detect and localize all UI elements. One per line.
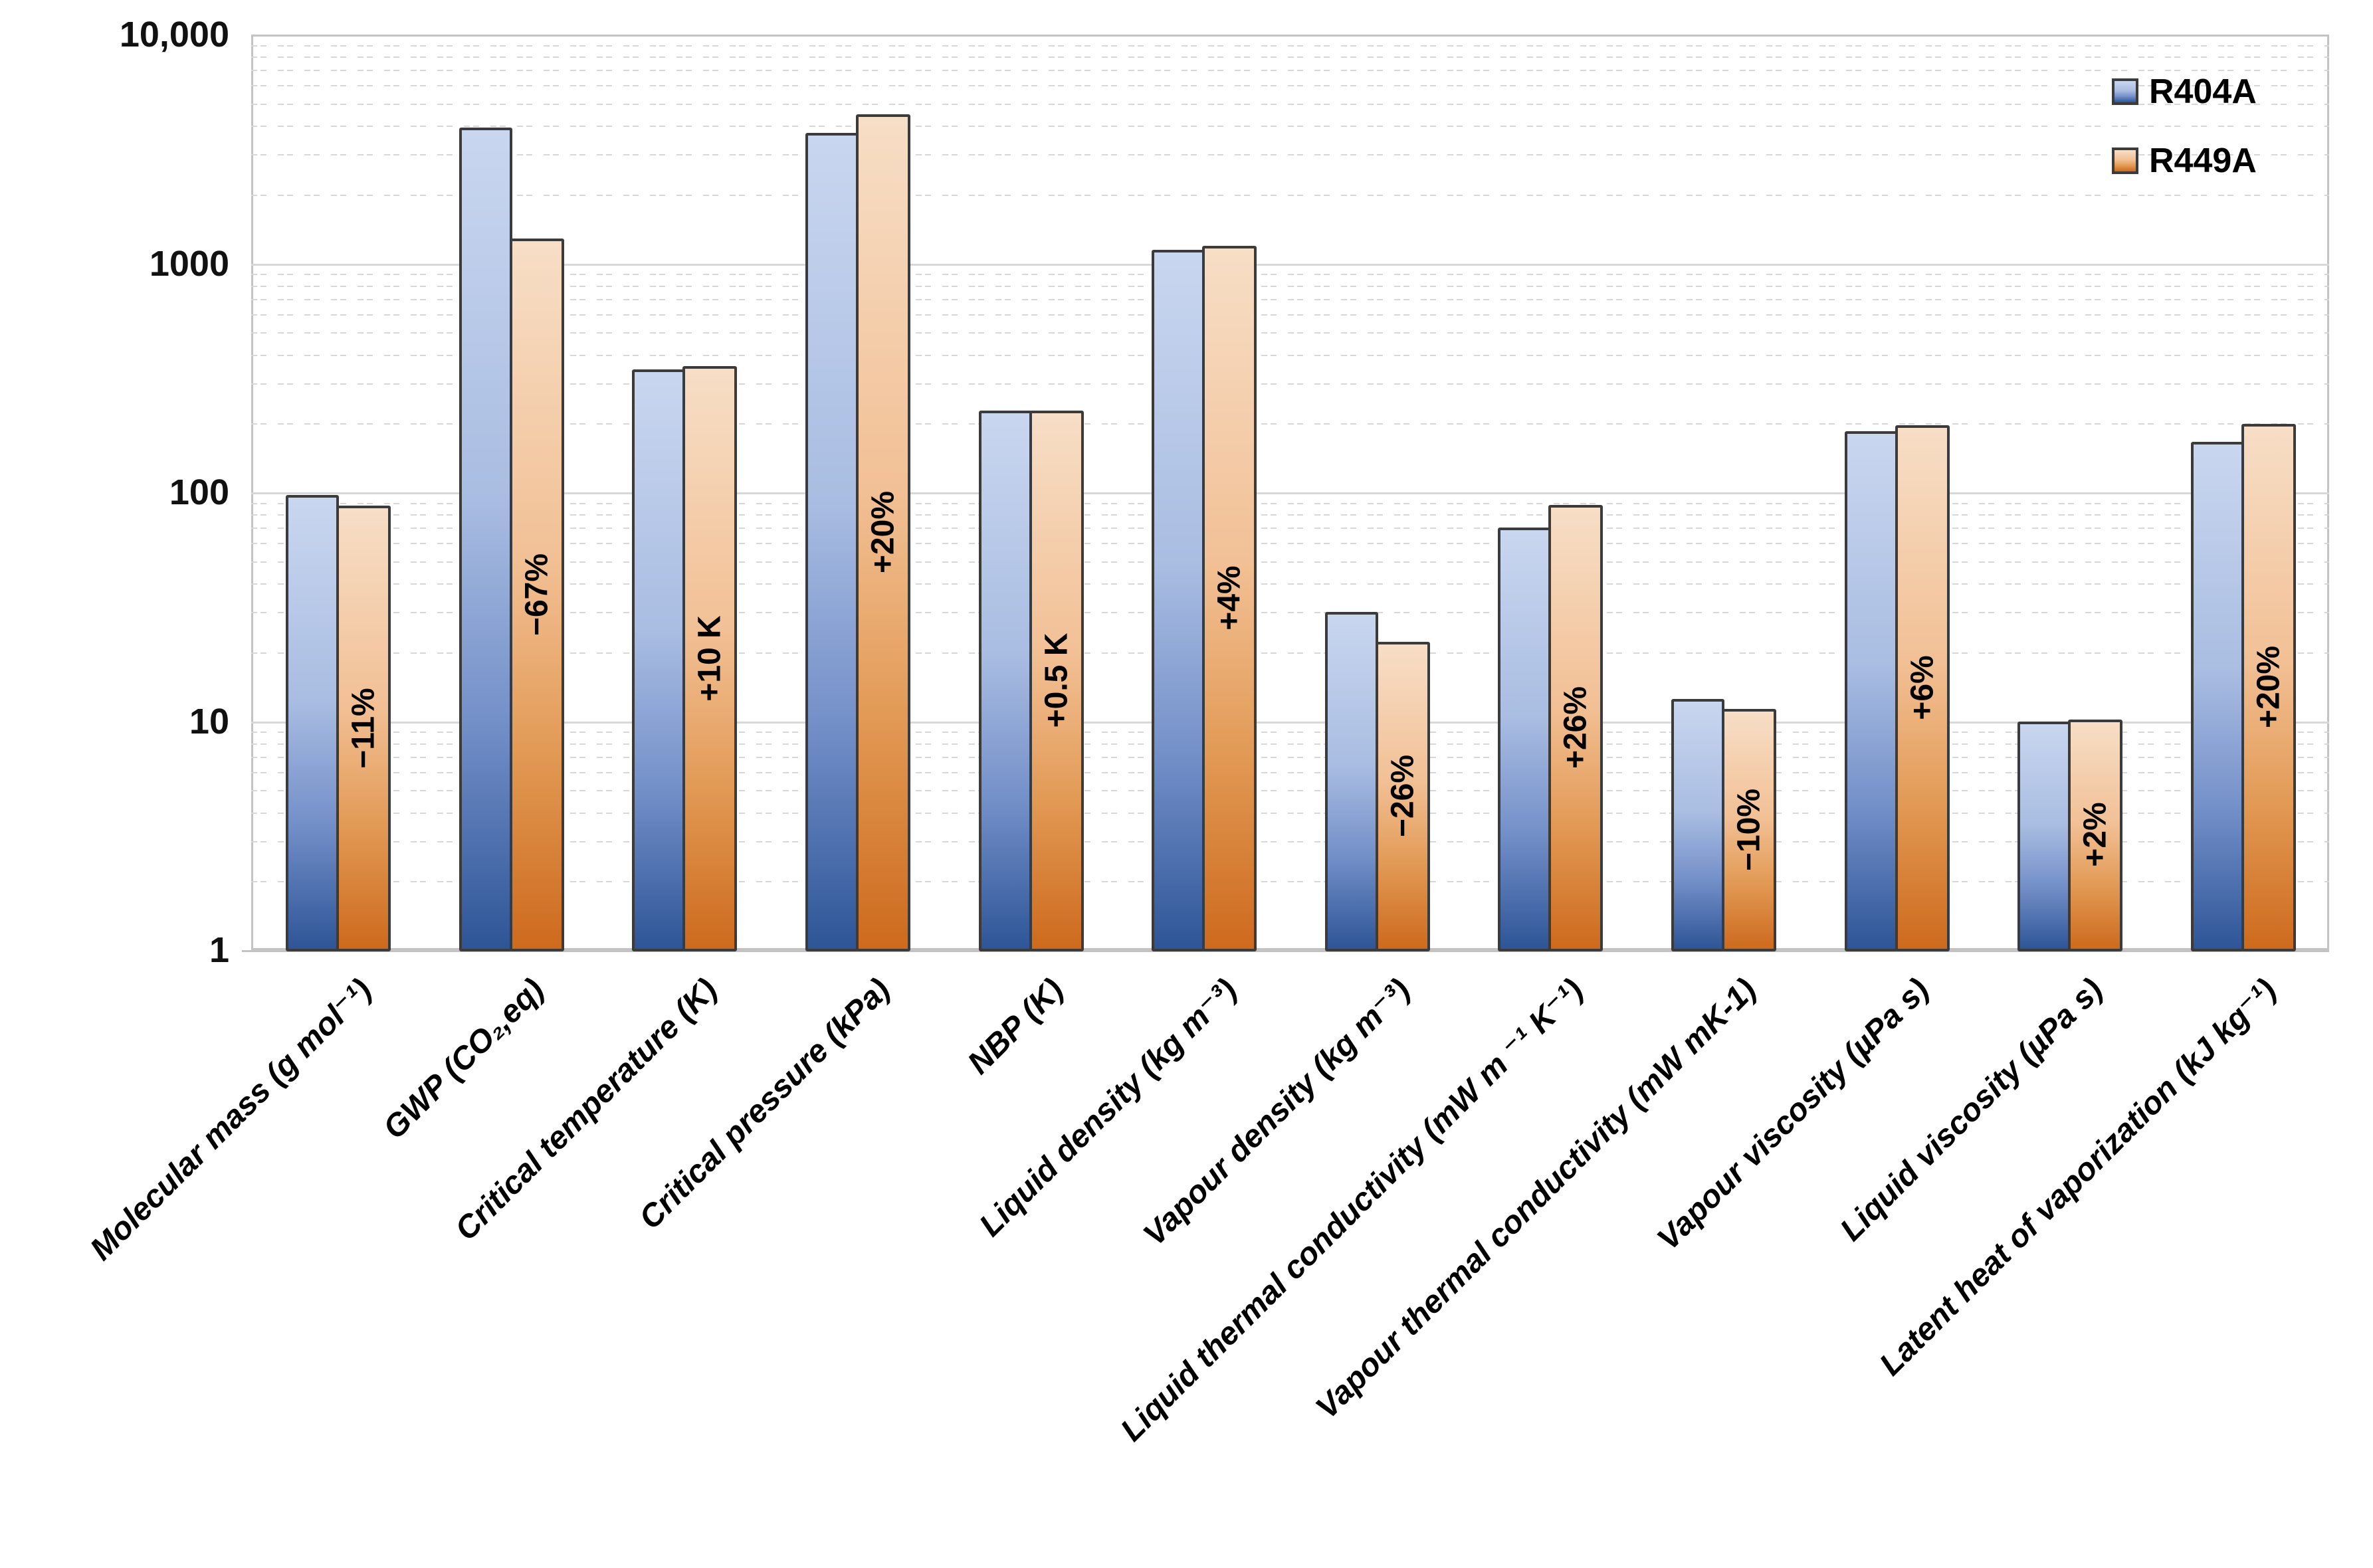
legend-item-r404a: R404A [2112,72,2257,111]
y-tick-label: 1000 [149,243,229,284]
bar-r449a-7 [1548,504,1603,951]
minor-gridline [251,126,2329,128]
minor-gridline [251,743,2329,745]
bar-r449a-8 [1721,709,1776,951]
bar-r404a-7 [1498,528,1552,951]
legend-swatch-r404a-icon [2112,78,2138,105]
bar-annotation-5: +4% [1211,565,1247,631]
minor-gridline [251,840,2329,842]
minor-gridline [251,56,2329,58]
y-tick-label: 10,000 [119,15,229,54]
category-label-1: GWP (CO₂,eq) [376,971,552,1146]
major-gridline [251,492,2329,494]
minor-gridline [251,732,2329,734]
major-gridline [251,263,2329,266]
minor-gridline [251,881,2329,883]
minor-gridline [251,583,2329,585]
bar-annotation-7: +26% [1558,686,1594,769]
bar-r449a-10 [2068,719,2123,951]
bar-r449a-2 [682,366,738,951]
bar-annotation-3: +20% [865,491,901,574]
bar-annotation-1: −67% [519,553,555,636]
bar-r449a-5 [1202,245,1257,951]
bar-r404a-1 [459,128,512,951]
y-tick-label: 100 [169,472,229,512]
minor-gridline [251,354,2329,356]
bar-r404a-11 [2190,442,2244,951]
minor-gridline [251,274,2329,276]
minor-gridline [251,314,2329,316]
minor-gridline [251,285,2329,287]
minor-gridline [251,85,2329,87]
minor-gridline [251,154,2329,156]
bar-annotation-4: +0.5 K [1039,633,1075,728]
category-label-4: NBP (K) [961,971,1071,1082]
bar-annotation-10: +2% [2077,802,2113,867]
x-axis-baseline [242,950,2329,952]
legend-label-r449a: R449A [2149,142,2257,180]
bar-annotation-0: −11% [346,688,381,769]
bar-r404a-8 [1671,699,1724,951]
bar-r449a-3 [856,114,911,951]
bar-annotation-9: +6% [1905,655,1940,720]
bar-r449a-0 [336,506,391,951]
minor-gridline [251,543,2329,545]
bar-annotation-2: +10 K [692,615,728,702]
minor-gridline [251,790,2329,792]
minor-gridline [251,70,2329,72]
minor-gridline [251,514,2329,516]
bar-r404a-10 [2017,721,2071,951]
legend: R404A R449A [2112,72,2257,213]
minor-gridline [251,298,2329,300]
minor-gridline [251,194,2329,196]
legend-item-r449a: R449A [2112,142,2257,180]
minor-gridline [251,423,2329,425]
bar-r404a-4 [978,411,1032,951]
bar-r404a-5 [1152,249,1205,951]
bar-r404a-2 [632,369,686,951]
bar-r404a-9 [1844,431,1898,951]
y-tick-label: 10 [189,701,229,741]
minor-gridline [251,756,2329,758]
legend-label-r404a: R404A [2149,72,2257,111]
bar-annotation-11: +20% [2251,645,2287,729]
bar-r449a-6 [1375,642,1430,951]
bar-r404a-3 [805,132,859,951]
minor-gridline [251,332,2329,334]
minor-gridline [251,561,2329,563]
category-label-11: Latent heat of vaporization (kJ kg⁻¹) [1873,972,2283,1383]
category-label-9: Vapour viscosity (µPa s) [1651,971,1936,1257]
minor-gridline [251,771,2329,773]
minor-gridline [251,652,2329,654]
minor-gridline [251,528,2329,530]
bar-r449a-9 [1895,425,1950,951]
bar-r404a-6 [1324,612,1378,951]
minor-gridline [251,812,2329,814]
minor-gridline [251,45,2329,47]
minor-gridline [251,383,2329,385]
y-tick-label: 1 [209,930,229,970]
minor-gridline [251,502,2329,504]
bar-r404a-0 [286,494,340,951]
bar-r449a-1 [509,239,564,951]
bar-r449a-4 [1029,411,1084,951]
bar-annotation-6: −26% [1385,755,1421,838]
category-label-0: Molecular mass (g mol⁻¹) [83,972,379,1268]
bar-r449a-11 [2241,424,2296,951]
minor-gridline [251,612,2329,614]
major-gridline [251,721,2329,724]
minor-gridline [251,103,2329,105]
bar-annotation-8: −10% [1731,788,1767,871]
legend-swatch-r449a-icon [2112,147,2138,174]
